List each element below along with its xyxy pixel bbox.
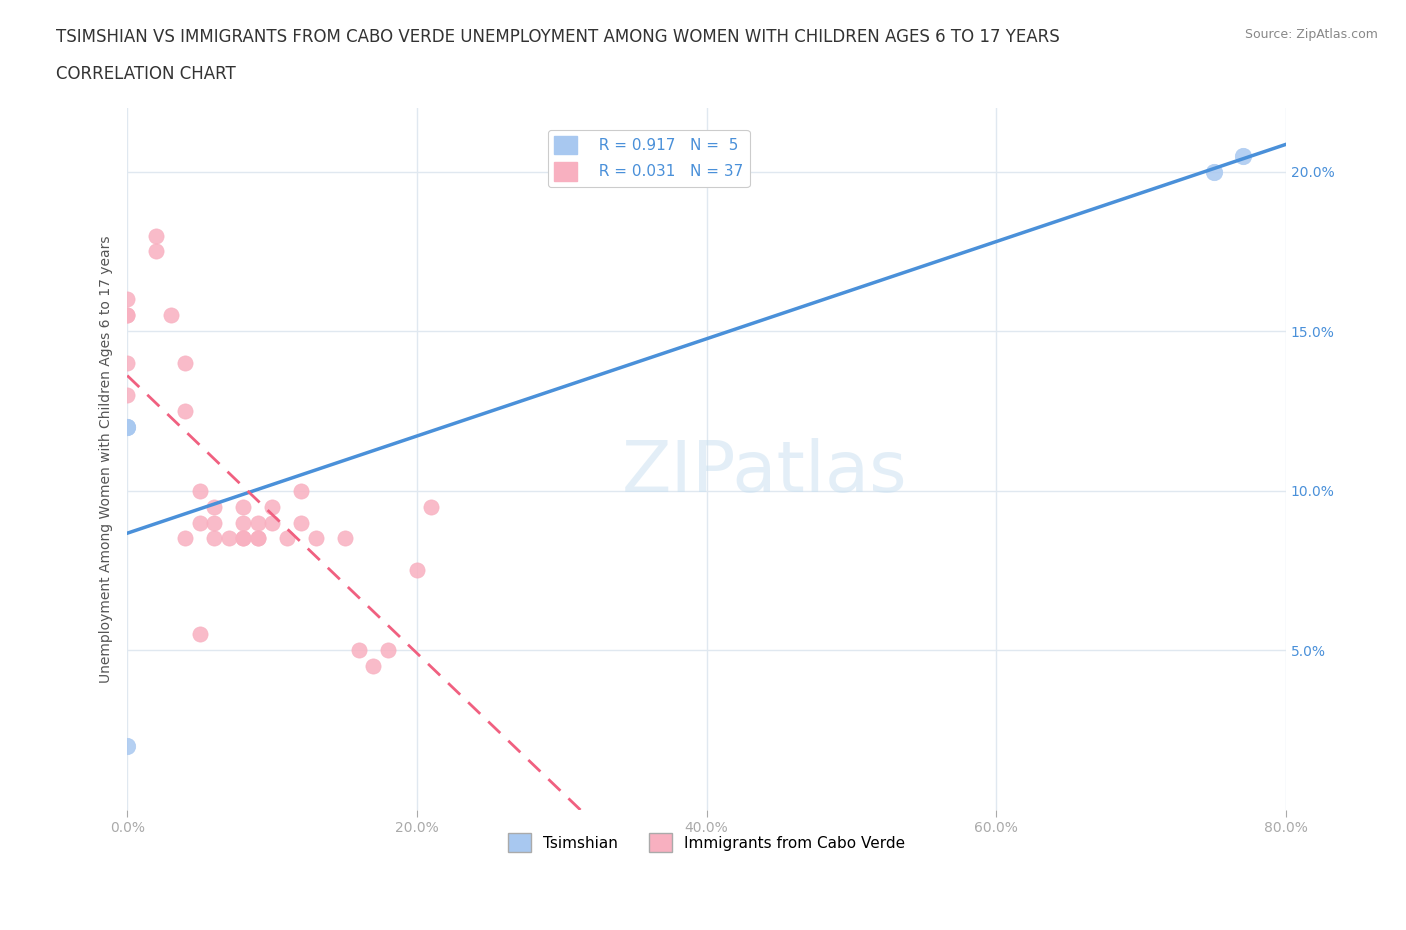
Point — [117, 355, 139, 370]
Point — [117, 308, 139, 323]
Text: CORRELATION CHART: CORRELATION CHART — [56, 65, 236, 83]
Point — [232, 531, 254, 546]
Point — [246, 531, 269, 546]
Text: TSIMSHIAN VS IMMIGRANTS FROM CABO VERDE UNEMPLOYMENT AMONG WOMEN WITH CHILDREN A: TSIMSHIAN VS IMMIGRANTS FROM CABO VERDE … — [56, 28, 1060, 46]
Point — [406, 563, 429, 578]
Point — [1232, 149, 1254, 164]
Point — [232, 515, 254, 530]
Point — [145, 244, 167, 259]
Point — [117, 419, 139, 434]
Point — [188, 627, 211, 642]
Point — [117, 292, 139, 307]
Point — [363, 658, 385, 673]
Point — [232, 531, 254, 546]
Point — [117, 419, 139, 434]
Point — [347, 643, 370, 658]
Point — [202, 515, 225, 530]
Point — [218, 531, 240, 546]
Point — [188, 515, 211, 530]
Point — [333, 531, 356, 546]
Point — [262, 515, 284, 530]
Point — [420, 499, 443, 514]
Text: Source: ZipAtlas.com: Source: ZipAtlas.com — [1244, 28, 1378, 41]
Point — [159, 308, 181, 323]
Point — [276, 531, 298, 546]
Point — [174, 404, 197, 418]
Point — [117, 738, 139, 753]
Point — [117, 388, 139, 403]
Point — [188, 484, 211, 498]
Point — [232, 499, 254, 514]
Point — [377, 643, 399, 658]
Legend: Tsimshian, Immigrants from Cabo Verde: Tsimshian, Immigrants from Cabo Verde — [502, 827, 911, 858]
Point — [174, 355, 197, 370]
Point — [117, 308, 139, 323]
Point — [290, 484, 312, 498]
Point — [174, 531, 197, 546]
Point — [304, 531, 326, 546]
Point — [246, 515, 269, 530]
Point — [1202, 165, 1225, 179]
Y-axis label: Unemployment Among Women with Children Ages 6 to 17 years: Unemployment Among Women with Children A… — [100, 235, 114, 683]
Point — [202, 531, 225, 546]
Point — [290, 515, 312, 530]
Point — [246, 531, 269, 546]
Point — [202, 499, 225, 514]
Point — [145, 228, 167, 243]
Text: ZIPatlas: ZIPatlas — [621, 438, 907, 507]
Point — [262, 499, 284, 514]
